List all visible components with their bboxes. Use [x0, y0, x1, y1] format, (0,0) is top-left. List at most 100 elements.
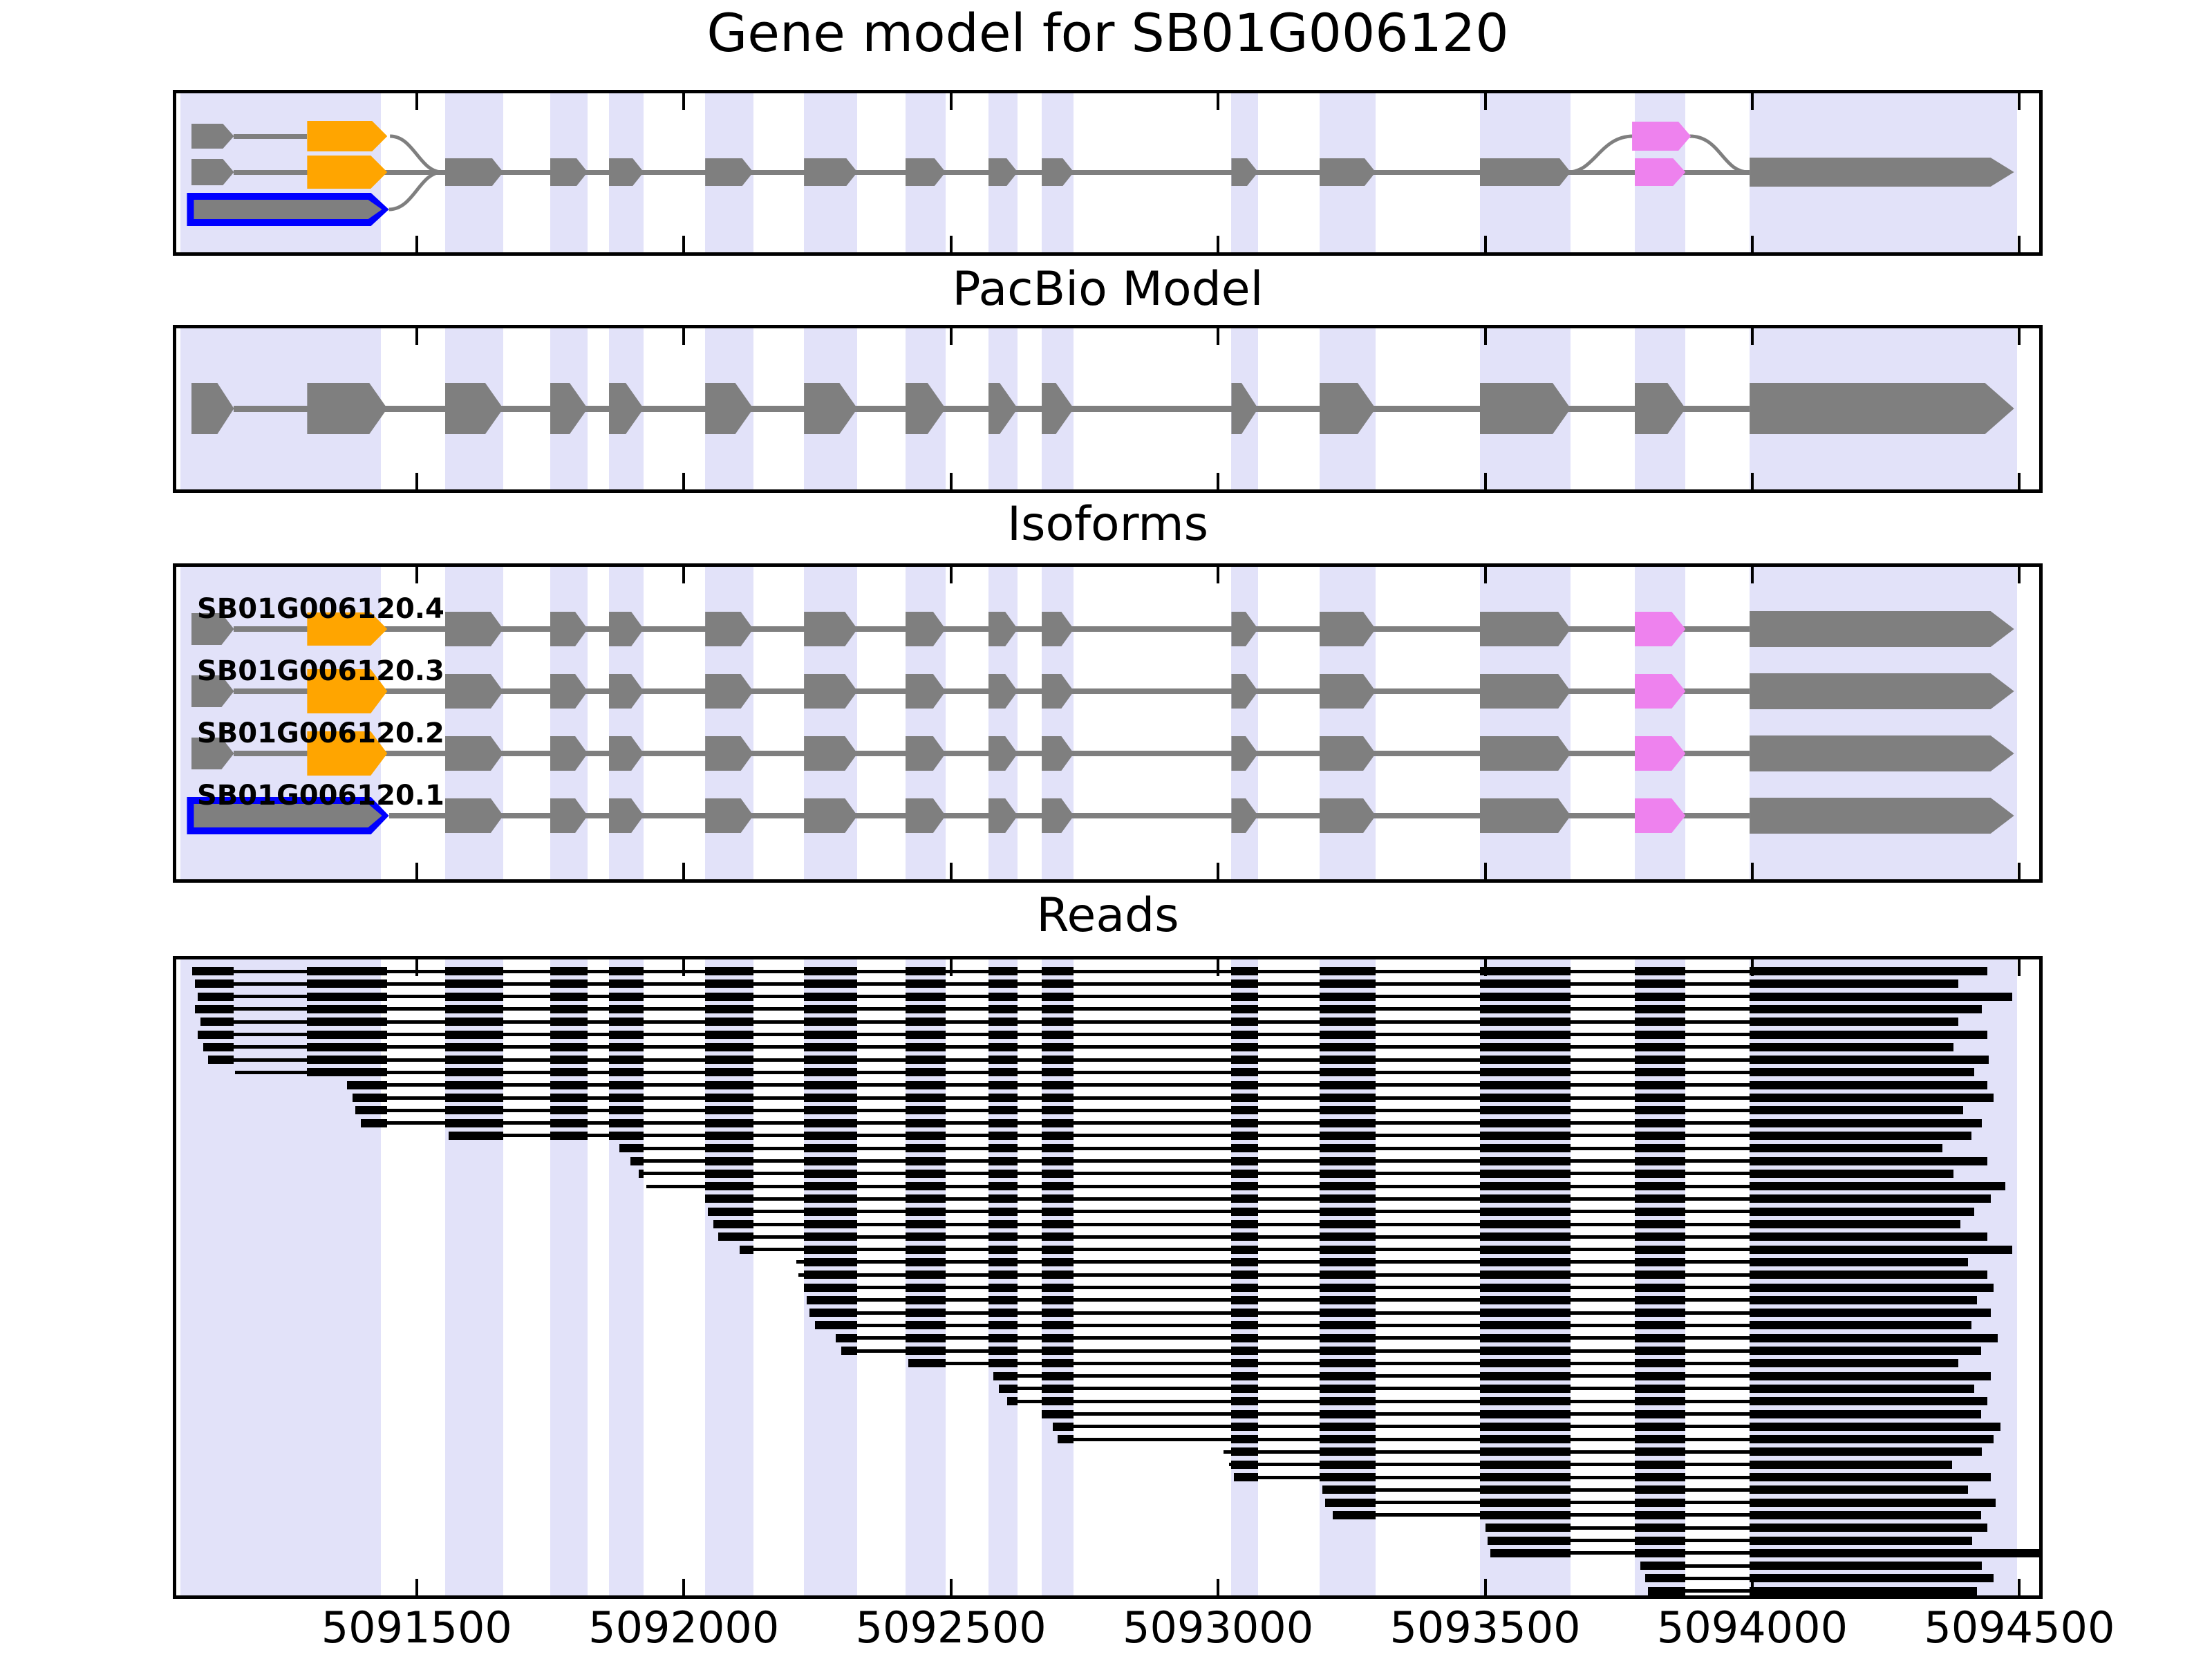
read-exon-block — [1042, 1283, 1074, 1292]
read-exon-block — [1479, 1347, 1571, 1355]
exon-shape — [444, 674, 503, 709]
read-exon-block — [1319, 1321, 1376, 1330]
read-exon-block — [609, 1018, 644, 1027]
read-exon-block — [619, 1144, 644, 1153]
read-exon-block — [550, 1004, 588, 1013]
read-exon-block — [988, 1118, 1018, 1127]
read-exon-block — [1750, 1498, 1996, 1507]
read-exon-block — [1750, 980, 1958, 988]
axis-tick — [1750, 93, 1754, 110]
exon-shape — [804, 736, 858, 771]
read-exon-block — [1750, 1232, 1988, 1241]
read-exon-block — [1750, 1094, 1994, 1102]
read-exon-block — [1750, 1042, 1954, 1051]
x-tick-label: 5092500 — [855, 1602, 1047, 1653]
read-exon-block — [905, 980, 946, 988]
read-exon-block — [905, 1295, 946, 1304]
read-exon-block — [1634, 1220, 1686, 1228]
read-exon-block — [1231, 1018, 1259, 1027]
read-exon-block — [1479, 1257, 1571, 1266]
exon-shape — [1479, 736, 1571, 771]
exon-band — [550, 959, 588, 1595]
read-intron-line — [804, 1286, 1994, 1289]
read-exon-block — [905, 1321, 946, 1330]
read-exon-block — [1319, 1220, 1376, 1228]
read-exon-block — [444, 1018, 503, 1027]
read-exon-block — [1750, 1371, 1991, 1380]
read-exon-block — [1750, 1182, 2006, 1191]
read-exon-block — [988, 1257, 1018, 1266]
read-exon-block — [804, 1144, 858, 1153]
read-exon-block — [1058, 1435, 1074, 1444]
read-exon-block — [609, 1030, 644, 1039]
read-exon-block — [1634, 1295, 1686, 1304]
read-exon-block — [1479, 1182, 1571, 1191]
read-exon-block — [1231, 967, 1259, 975]
read-exon-block — [905, 1245, 946, 1254]
read-exon-block — [905, 1118, 946, 1127]
read-exon-block — [1319, 1347, 1376, 1355]
read-exon-block — [993, 1371, 1018, 1380]
axis-tick — [1483, 93, 1487, 110]
read-exon-block — [1750, 1409, 1981, 1418]
exon-violet-alt — [1632, 122, 1691, 151]
read-exon-block — [1479, 1094, 1571, 1102]
read-exon-block — [1319, 980, 1376, 988]
read-exon-block — [1479, 1321, 1571, 1330]
read-exon-block — [804, 1018, 858, 1027]
read-exon-block — [1750, 1144, 1943, 1153]
read-exon-block — [1319, 1359, 1376, 1368]
exon-band — [705, 959, 753, 1595]
read-exon-block — [1052, 1422, 1074, 1431]
read-exon-block — [1319, 1182, 1376, 1191]
read-exon-block — [1042, 1106, 1074, 1115]
read-exon-block — [1231, 1359, 1259, 1368]
read-intron-line — [1234, 1475, 1991, 1479]
read-exon-block — [1479, 1447, 1571, 1456]
read-exon-block — [1231, 1156, 1259, 1165]
exon-shape — [1319, 674, 1376, 709]
read-exon-block — [1479, 1144, 1571, 1153]
read-exon-block — [804, 1156, 858, 1165]
read-exon-block — [1490, 1548, 1571, 1557]
read-exon-block — [988, 1359, 1018, 1368]
axis-tick — [682, 567, 686, 583]
read-exon-block — [804, 1080, 858, 1089]
read-exon-block — [1231, 1220, 1259, 1228]
read-exon-block — [1634, 1397, 1686, 1406]
read-exon-block — [1634, 1321, 1686, 1330]
read-exon-block — [705, 967, 753, 975]
read-exon-block — [988, 1018, 1018, 1027]
read-exon-block — [1750, 1524, 1988, 1533]
read-exon-block — [1479, 1118, 1571, 1127]
read-exon-block — [1319, 1409, 1376, 1418]
read-exon-block — [705, 1118, 753, 1127]
axis-tick — [1217, 473, 1220, 489]
read-exon-block — [203, 1042, 234, 1051]
read-exon-block — [1634, 1498, 1686, 1507]
read-exon-block — [988, 1347, 1018, 1355]
read-exon-block — [905, 1042, 946, 1051]
read-exon-block — [804, 1131, 858, 1140]
axis-tick — [949, 236, 953, 252]
read-exon-block — [1231, 1042, 1259, 1051]
read-exon-block — [1231, 1207, 1259, 1216]
read-exon-block — [705, 1106, 753, 1115]
read-exon-block — [1750, 1359, 1958, 1368]
read-exon-block — [1042, 967, 1074, 975]
read-exon-block — [1231, 1232, 1259, 1241]
x-tick-label: 5093000 — [1123, 1602, 1314, 1653]
read-exon-block — [1479, 1156, 1571, 1165]
read-intron-line — [1485, 1526, 1988, 1530]
read-exon-block — [1042, 1232, 1074, 1241]
read-intron-line — [814, 1323, 1971, 1327]
read-intron-line — [809, 1311, 1991, 1315]
read-exon-block — [1231, 1435, 1259, 1444]
read-exon-block — [804, 1094, 858, 1102]
read-exon-block — [905, 1106, 946, 1115]
read-exon-block — [1042, 1207, 1074, 1216]
read-exon-block — [905, 1056, 946, 1065]
read-exon-block — [307, 980, 388, 988]
splice-curve — [1689, 134, 1749, 174]
read-exon-block — [444, 1094, 503, 1102]
